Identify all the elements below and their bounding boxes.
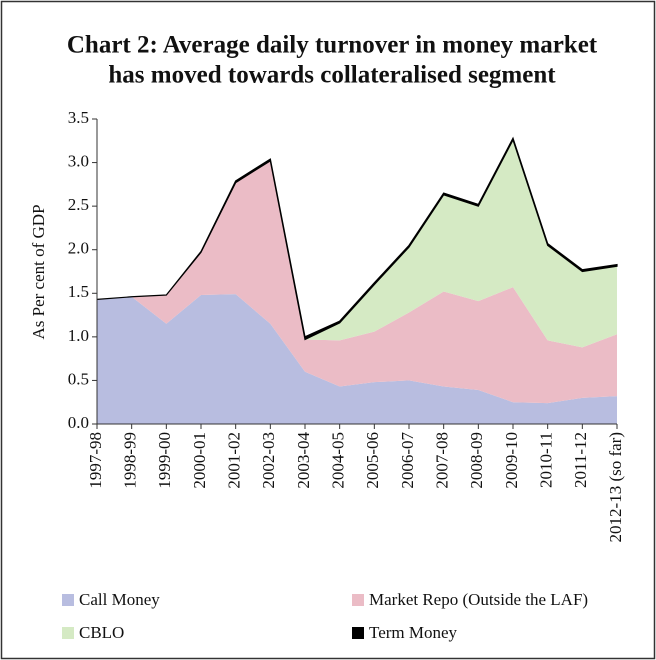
x-tick-label: 2007-08 (433, 432, 452, 489)
x-tick-label: 2002-03 (259, 432, 278, 489)
area (96, 136, 618, 341)
x-tick-label: 2012-13 (so far) (606, 432, 625, 542)
legend-swatch (62, 594, 74, 606)
y-tick-label: 3.0 (68, 151, 89, 170)
x-tick-label: 2001-02 (225, 432, 244, 489)
y-tick-label: 0.0 (68, 413, 89, 432)
y-tick-label: 1.0 (68, 326, 89, 345)
y-tick-label: 0.5 (68, 369, 89, 388)
y-axis-label: As Per cent of GDP (29, 204, 48, 339)
area (97, 294, 617, 424)
x-tick-label: 1999-00 (155, 432, 174, 489)
x-tick-label: 2003-04 (294, 432, 313, 489)
legend-label: Call Money (79, 590, 160, 609)
area (97, 139, 617, 348)
x-tick-label: 2009-10 (502, 432, 521, 489)
x-tick-label: 2010-11 (537, 432, 556, 488)
x-tick-label: 2005-06 (363, 432, 382, 489)
legend-label: CBLO (79, 623, 124, 642)
x-tick-label: 2000-01 (190, 432, 209, 489)
y-tick-label: 2.0 (68, 239, 89, 258)
chart-title: Chart 2: Average daily turnover in money… (67, 32, 598, 59)
legend-swatch (352, 594, 364, 606)
area (97, 160, 617, 404)
x-tick-label: 1998-99 (121, 432, 140, 489)
x-tick-label: 2008-09 (467, 432, 486, 489)
y-tick-label: 2.5 (68, 195, 89, 214)
x-tick-label: 1997-98 (86, 432, 105, 489)
x-tick-label: 2006-07 (398, 432, 417, 489)
legend-label: Market Repo (Outside the LAF) (369, 590, 588, 609)
y-tick-label: 1.5 (68, 282, 89, 301)
x-tick-label: 2004-05 (329, 432, 348, 489)
x-tick-label: 2011-12 (571, 432, 590, 488)
y-tick-label: 3.5 (68, 108, 89, 127)
chart-subtitle: has moved towards collateralised segment (108, 62, 556, 89)
legend-swatch (352, 627, 364, 639)
legend-label: Term Money (369, 623, 458, 642)
legend-swatch (62, 627, 74, 639)
